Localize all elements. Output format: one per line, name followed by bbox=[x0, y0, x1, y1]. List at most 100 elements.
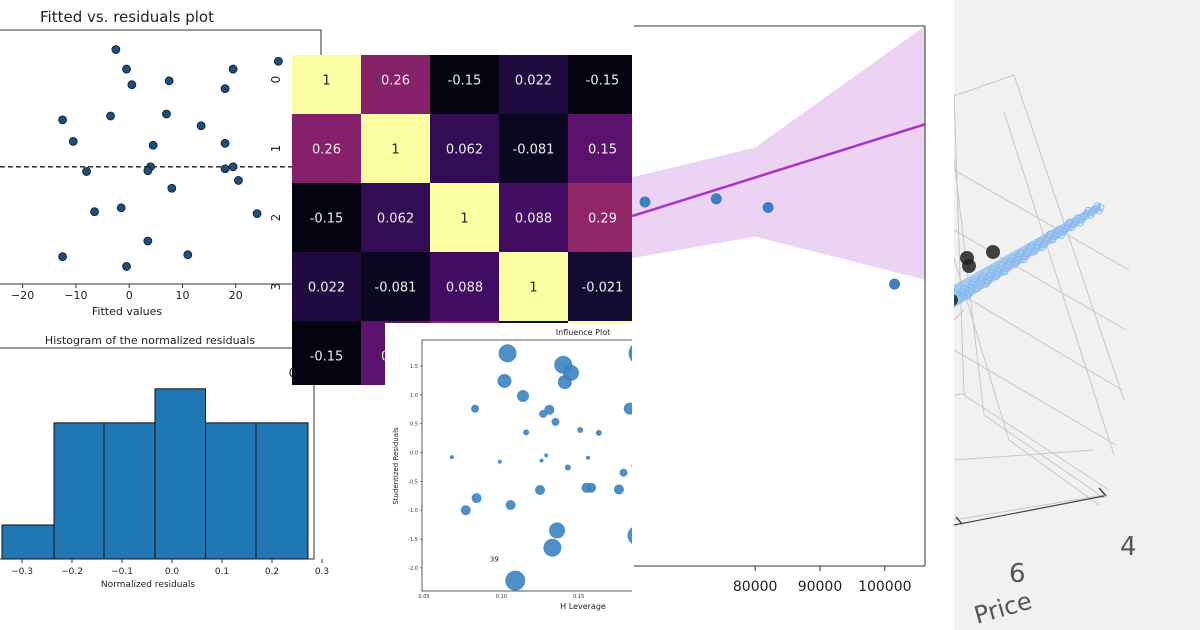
influence-bubble bbox=[517, 389, 530, 402]
heatmap-cell-label: 0.062 bbox=[377, 212, 414, 227]
plotly-grid-line bbox=[954, 91, 965, 396]
heatmap-cell bbox=[292, 321, 361, 385]
heatmap-cell-label: 0.022 bbox=[308, 281, 345, 296]
histogram-x-tick-label: 0.0 bbox=[165, 567, 180, 577]
influence-bubble bbox=[586, 482, 597, 493]
influence-bubble bbox=[631, 463, 632, 468]
plotly-tick-label: 4 bbox=[1120, 532, 1137, 562]
regression-x-tick-label: 100000 bbox=[858, 579, 911, 595]
plotly-grid-line bbox=[954, 449, 1095, 461]
heatmap-cell-label: 1 bbox=[322, 74, 330, 89]
fitted-point bbox=[90, 207, 99, 217]
regression-plot-svg: 80000 90000 100000 bbox=[632, 0, 954, 630]
influence-annotation: 39 bbox=[490, 556, 499, 564]
regression-x-tick-label: 80000 bbox=[733, 579, 778, 595]
heatmap-cell-label: 1 bbox=[391, 143, 399, 158]
histogram-x-label: Normalized residuals bbox=[101, 580, 196, 590]
influence-bubble bbox=[543, 538, 562, 557]
heatmap-cell-label: 0.088 bbox=[446, 281, 483, 296]
fitted-point bbox=[228, 64, 238, 74]
influence-x-label: H Leverage bbox=[560, 602, 606, 611]
fitted-x-tick-label: 20 bbox=[229, 289, 243, 302]
plotly-axis-tick bbox=[1098, 487, 1107, 497]
plotly-grid-line bbox=[954, 349, 1117, 446]
heatmap-cell bbox=[499, 55, 568, 114]
plotly-grid-line bbox=[954, 169, 1130, 271]
fitted-point bbox=[58, 115, 67, 125]
histogram-x-tick-label: 0.3 bbox=[315, 567, 329, 577]
influence-bubble bbox=[505, 500, 516, 511]
heatmap-cell-label: 0.088 bbox=[515, 212, 552, 227]
fitted-point bbox=[234, 176, 243, 185]
fitted-point bbox=[228, 162, 238, 172]
histogram-x-tick-label: −0.2 bbox=[61, 567, 83, 577]
fitted-point bbox=[111, 45, 121, 54]
plotly-grid-line bbox=[1103, 495, 1107, 499]
heatmap-cell-label: 0.062 bbox=[446, 143, 483, 158]
histogram-bar bbox=[255, 422, 309, 560]
heatmap-cell bbox=[568, 114, 632, 183]
fitted-point bbox=[127, 80, 137, 90]
influence-bubble bbox=[535, 485, 546, 496]
plotly-3d-chart: 4 6 Price bbox=[954, 0, 1200, 630]
residual-histogram-chart: Histogram of the normalized residuals No… bbox=[0, 328, 330, 630]
fitted-point bbox=[196, 121, 206, 131]
residual-histogram-svg: Histogram of the normalized residuals No… bbox=[0, 334, 329, 590]
influence-plot-chart: 390.050.100.150.20-2.0-1.5-1.0-0.50.00.5… bbox=[385, 323, 632, 630]
plotly-grid-line bbox=[983, 414, 1105, 499]
fitted-point bbox=[220, 164, 230, 174]
heatmap-cell bbox=[361, 183, 430, 252]
heatmap-cell bbox=[430, 55, 499, 114]
histogram-x-tick-label: −0.1 bbox=[111, 567, 133, 577]
influence-bubble bbox=[497, 459, 502, 464]
histogram-bar bbox=[1, 524, 55, 560]
regression-x-tick-label: 90000 bbox=[798, 579, 843, 595]
fitted-point bbox=[58, 252, 67, 262]
heatmap-cell bbox=[361, 252, 430, 321]
influence-bubble bbox=[549, 522, 566, 539]
fitted-point bbox=[162, 109, 171, 119]
fitted-point bbox=[106, 111, 115, 121]
regression-plot-chart: 80000 90000 100000 bbox=[632, 0, 954, 630]
fitted-point bbox=[82, 167, 91, 176]
histogram-bar bbox=[154, 388, 206, 560]
heatmap-cell bbox=[361, 55, 430, 114]
heatmap-cell-label: -0.081 bbox=[513, 143, 555, 158]
heatmap-row-label: 2 bbox=[269, 214, 283, 222]
heatmap-cell bbox=[499, 252, 568, 321]
heatmap-cell bbox=[361, 114, 430, 183]
fitted-point bbox=[183, 250, 193, 260]
plotly-grid-line bbox=[954, 74, 1015, 97]
influence-bubble bbox=[544, 404, 555, 415]
fitted-point bbox=[220, 84, 230, 94]
regression-point bbox=[889, 278, 901, 290]
influence-bubble bbox=[627, 527, 632, 544]
heatmap-cell bbox=[292, 252, 361, 321]
influence-x-tick-label: 0.10 bbox=[496, 594, 507, 600]
influence-y-label: Studentized Residuals bbox=[392, 427, 400, 505]
fitted-point bbox=[116, 203, 126, 213]
fitted-residuals-chart: Fitted vs. residuals plot Fitted values … bbox=[0, 0, 325, 330]
histogram-bar bbox=[205, 422, 257, 560]
histogram-x-tick-label: −0.3 bbox=[11, 567, 33, 577]
plotly-grid-line bbox=[1013, 74, 1125, 401]
regression-confidence-band bbox=[632, 26, 925, 280]
fitted-plot-frame bbox=[0, 29, 322, 285]
plotly-grid-line bbox=[954, 289, 1123, 391]
influence-bubble bbox=[623, 402, 632, 415]
heatmap-cell bbox=[499, 114, 568, 183]
influence-plot-svg: 390.050.100.150.20-2.0-1.5-1.0-0.50.00.5… bbox=[385, 323, 632, 630]
plotly-observed-point bbox=[986, 245, 1000, 259]
heatmap-cell bbox=[430, 183, 499, 252]
heatmap-cell-label: 0.022 bbox=[515, 74, 552, 89]
heatmap-row-label: 3 bbox=[269, 283, 283, 291]
fitted-point bbox=[143, 236, 153, 246]
influence-bubble bbox=[595, 429, 602, 436]
influence-bubble bbox=[551, 417, 560, 426]
plotly-grid-line bbox=[954, 393, 967, 396]
regression-point bbox=[762, 201, 774, 213]
influence-bubble bbox=[523, 429, 530, 436]
histogram-x-tick-label: 0.1 bbox=[215, 567, 229, 577]
heatmap-cell bbox=[568, 252, 632, 321]
heatmap-cell bbox=[292, 55, 361, 114]
